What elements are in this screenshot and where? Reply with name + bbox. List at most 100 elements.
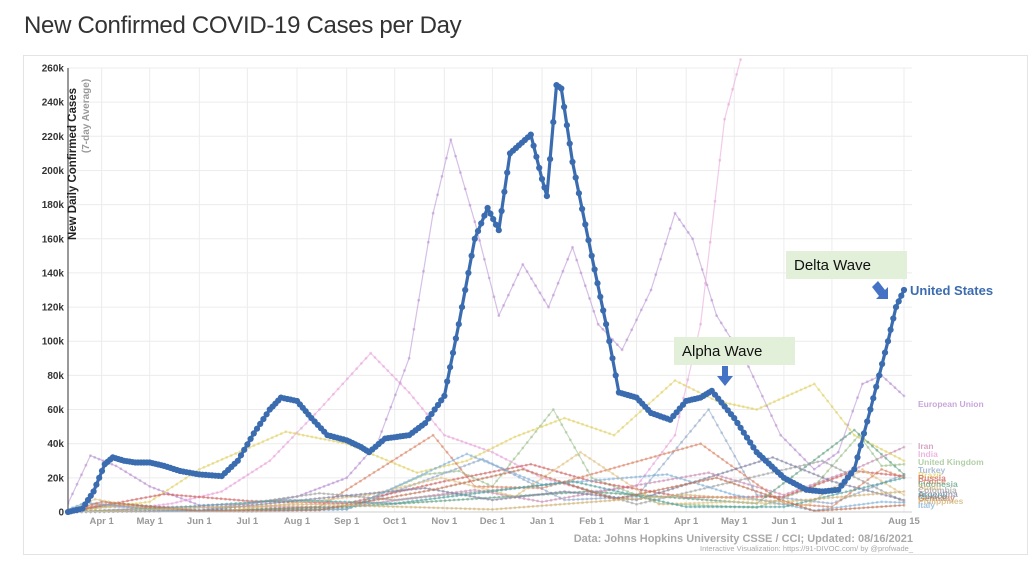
series-philippines [68,490,906,514]
data-point [211,462,215,465]
data-point [594,478,597,482]
data-point [341,503,345,507]
data-point [139,501,143,505]
data-point [326,492,330,496]
data-point [648,499,652,503]
delta-wave-annotation: Delta Wave [786,251,907,279]
data-point [716,454,720,458]
alpha-arrow-icon [717,366,733,386]
data-point [665,445,668,448]
data-point [425,500,429,504]
data-point [543,193,551,200]
data-point [902,394,906,398]
data-point [849,494,852,498]
data-point [648,478,652,482]
data-point [607,477,611,481]
data-point [898,504,901,507]
data-point [706,501,710,505]
data-point [446,490,449,494]
data-point [764,495,767,499]
data-point [508,494,512,497]
data-point [386,500,390,503]
data-point [678,218,681,222]
data-point [750,501,754,504]
data-point [414,505,417,509]
data-point [622,463,625,467]
data-point [513,506,517,510]
data-point [611,472,615,476]
data-point [615,343,619,346]
data-point [486,485,490,489]
data-point [606,338,613,345]
data-point [590,493,593,497]
data-point [760,498,764,502]
data-point [534,430,538,433]
data-point [720,496,724,499]
data-point [246,499,249,503]
data-point [279,432,283,436]
data-point [250,430,257,437]
data-point [369,351,373,355]
data-point [750,485,754,489]
data-point [871,484,875,487]
data-point [648,467,651,471]
data-point [436,193,439,197]
data-point [900,286,908,294]
data-point [288,431,292,434]
data-point [237,505,241,508]
data-point [800,498,804,502]
data-point [443,499,447,502]
data-point [286,500,290,503]
data-point [800,501,804,504]
data-point [477,496,481,500]
y-tick-label: 100k [42,337,65,348]
data-point [620,348,624,352]
series-line [67,83,906,514]
data-point [862,470,865,474]
data-point [384,501,387,505]
data-point [527,131,534,138]
data-point [694,489,697,492]
data-point [626,495,629,498]
data-point [648,496,652,499]
data-point [670,485,674,489]
data-point [760,486,764,490]
data-point [322,403,326,406]
data-point [175,501,179,504]
data-point [747,439,754,446]
data-point [893,473,897,476]
data-point [853,485,856,489]
data-point [527,430,530,434]
data-point [373,356,377,359]
data-point [554,491,557,494]
data-point [229,502,233,506]
data-point [621,476,624,480]
data-point [568,473,572,477]
data-point [481,480,485,484]
data-point [513,487,517,490]
data-point [470,497,474,501]
data-point [594,497,598,500]
data-point [688,479,691,483]
data-point [809,498,812,501]
data-point [857,432,861,436]
data-point [589,479,593,483]
data-point [743,473,746,477]
data-point [500,442,504,445]
data-point [875,471,879,475]
data-point [741,485,745,489]
data-point [460,454,464,458]
data-point [545,499,548,503]
data-point [561,269,565,273]
data-point [476,478,480,481]
data-point [467,483,471,487]
data-point [286,496,290,499]
data-point [495,489,499,493]
data-point [812,467,816,471]
data-point [362,456,366,460]
data-point [454,467,457,471]
series-line [68,453,905,513]
data-point [606,469,610,472]
data-point [102,503,106,506]
data-point [483,471,487,475]
